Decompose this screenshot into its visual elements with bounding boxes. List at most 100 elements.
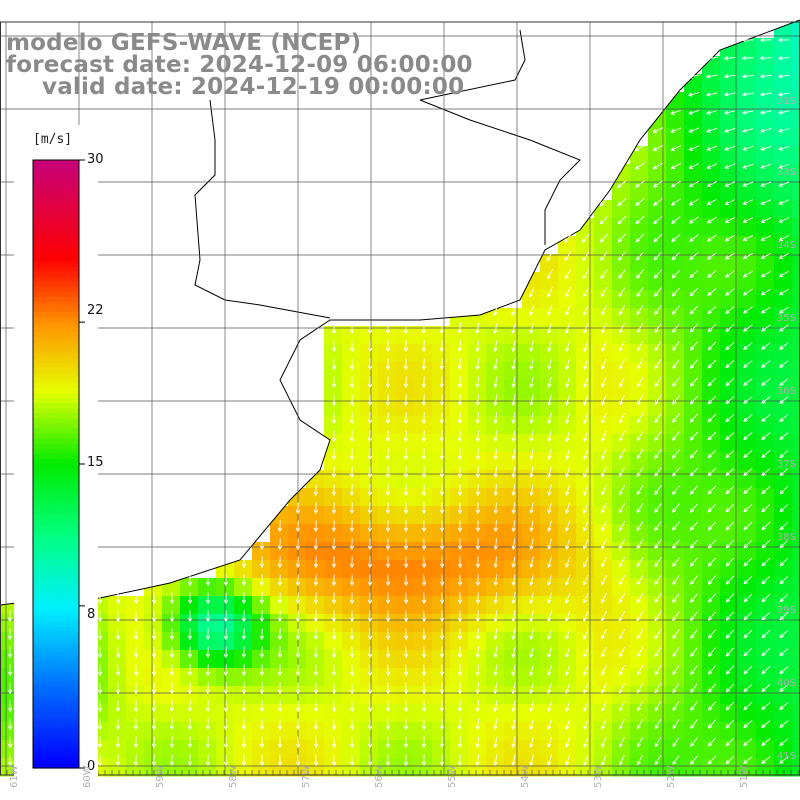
wind-cell <box>702 128 721 147</box>
wind-arrow <box>779 467 789 477</box>
wind-arrow <box>367 466 373 478</box>
wind-arrow <box>636 539 644 549</box>
wind-cell <box>630 596 649 615</box>
wind-arrow <box>778 288 789 296</box>
wind-arrow <box>672 323 680 333</box>
wind-cell <box>504 704 523 723</box>
wind-arrow <box>743 486 753 495</box>
wind-cell <box>648 722 667 741</box>
wind-arrow <box>583 376 589 388</box>
wind-cell <box>432 416 451 435</box>
wind-cell <box>738 596 757 615</box>
wind-cell <box>756 308 775 327</box>
wind-cell <box>540 668 559 687</box>
wind-arrow <box>761 378 771 386</box>
wind-arrow <box>600 304 608 316</box>
colorbar-swatch <box>33 205 79 212</box>
colorbar-swatch <box>33 671 79 678</box>
wind-arrow <box>618 466 626 478</box>
wind-cell <box>558 416 577 435</box>
wind-cell <box>774 686 793 705</box>
wind-cell <box>126 632 145 651</box>
wind-arrow <box>689 431 699 441</box>
wind-cell <box>702 470 721 489</box>
wind-arrow <box>654 305 662 315</box>
wind-cell <box>450 326 469 345</box>
wind-arrow <box>599 233 608 243</box>
wind-arrow <box>724 110 736 115</box>
wind-cell <box>666 128 685 147</box>
wind-cell <box>594 362 613 381</box>
wind-cell <box>360 452 379 471</box>
colorbar-swatch <box>33 403 79 409</box>
wind-arrow <box>367 430 373 442</box>
wind-cell <box>756 326 775 345</box>
wind-arrow <box>421 448 427 460</box>
wind-arrow <box>511 376 516 388</box>
wind-arrow <box>277 556 283 568</box>
wind-arrow <box>707 431 717 441</box>
colorbar-swatch <box>33 621 79 627</box>
wind-cell <box>666 758 685 777</box>
wind-cell <box>288 596 307 615</box>
wind-cell <box>486 686 505 705</box>
wind-arrow <box>331 556 337 568</box>
wind-arrow <box>636 485 644 495</box>
wind-cell <box>774 146 793 165</box>
wind-cell <box>504 560 523 579</box>
wind-cell <box>756 128 775 147</box>
wind-cell <box>180 704 199 723</box>
wind-cell <box>414 560 433 579</box>
wind-cell <box>666 452 685 471</box>
wind-cell <box>252 740 271 759</box>
wind-cell <box>738 398 757 417</box>
lon-label: 51W <box>739 765 750 788</box>
wind-cell <box>342 758 361 777</box>
wind-arrow <box>779 485 789 495</box>
wind-cell <box>630 416 649 435</box>
wind-cell <box>720 182 739 201</box>
wind-arrow <box>529 376 534 388</box>
lon-label: 52W <box>666 765 677 788</box>
wind-arrow <box>475 394 480 406</box>
wind-arrow <box>439 412 445 424</box>
wind-arrow <box>349 484 355 496</box>
wind-cell <box>432 596 451 615</box>
wind-cell <box>0 704 19 723</box>
wind-cell <box>720 542 739 561</box>
wind-cell <box>738 614 757 633</box>
wind-cell <box>684 488 703 507</box>
colorbar-swatch <box>33 357 79 364</box>
wind-cell <box>720 650 739 669</box>
wind-arrow <box>742 110 754 115</box>
wind-cell <box>774 524 793 543</box>
wind-cell <box>648 218 667 237</box>
wind-cell <box>792 92 800 111</box>
wind-cell <box>450 686 469 705</box>
wind-arrow <box>583 430 589 442</box>
wind-arrow <box>689 287 699 297</box>
wind-arrow <box>493 430 498 442</box>
wind-arrow <box>619 376 625 388</box>
wind-arrow <box>367 412 373 424</box>
colorbar-tick-15: 15 <box>87 455 104 470</box>
wind-cell <box>396 434 415 453</box>
wind-arrow <box>511 538 516 550</box>
wind-cell <box>684 614 703 633</box>
wind-cell <box>522 488 541 507</box>
wind-arrow <box>331 412 337 424</box>
wind-arrow <box>725 485 735 495</box>
colorbar-swatch <box>33 175 79 181</box>
wind-cell <box>486 722 505 741</box>
wind-cell <box>774 344 793 363</box>
wind-arrow <box>779 557 789 567</box>
wind-cell <box>702 236 721 255</box>
wind-cell <box>558 362 577 381</box>
wind-cell <box>342 362 361 381</box>
wind-cell <box>594 740 613 759</box>
colorbar-swatch <box>33 676 79 683</box>
wind-cell <box>594 614 613 633</box>
colorbar-swatch <box>33 428 79 435</box>
wind-arrow <box>760 235 772 241</box>
wind-cell <box>558 308 577 327</box>
